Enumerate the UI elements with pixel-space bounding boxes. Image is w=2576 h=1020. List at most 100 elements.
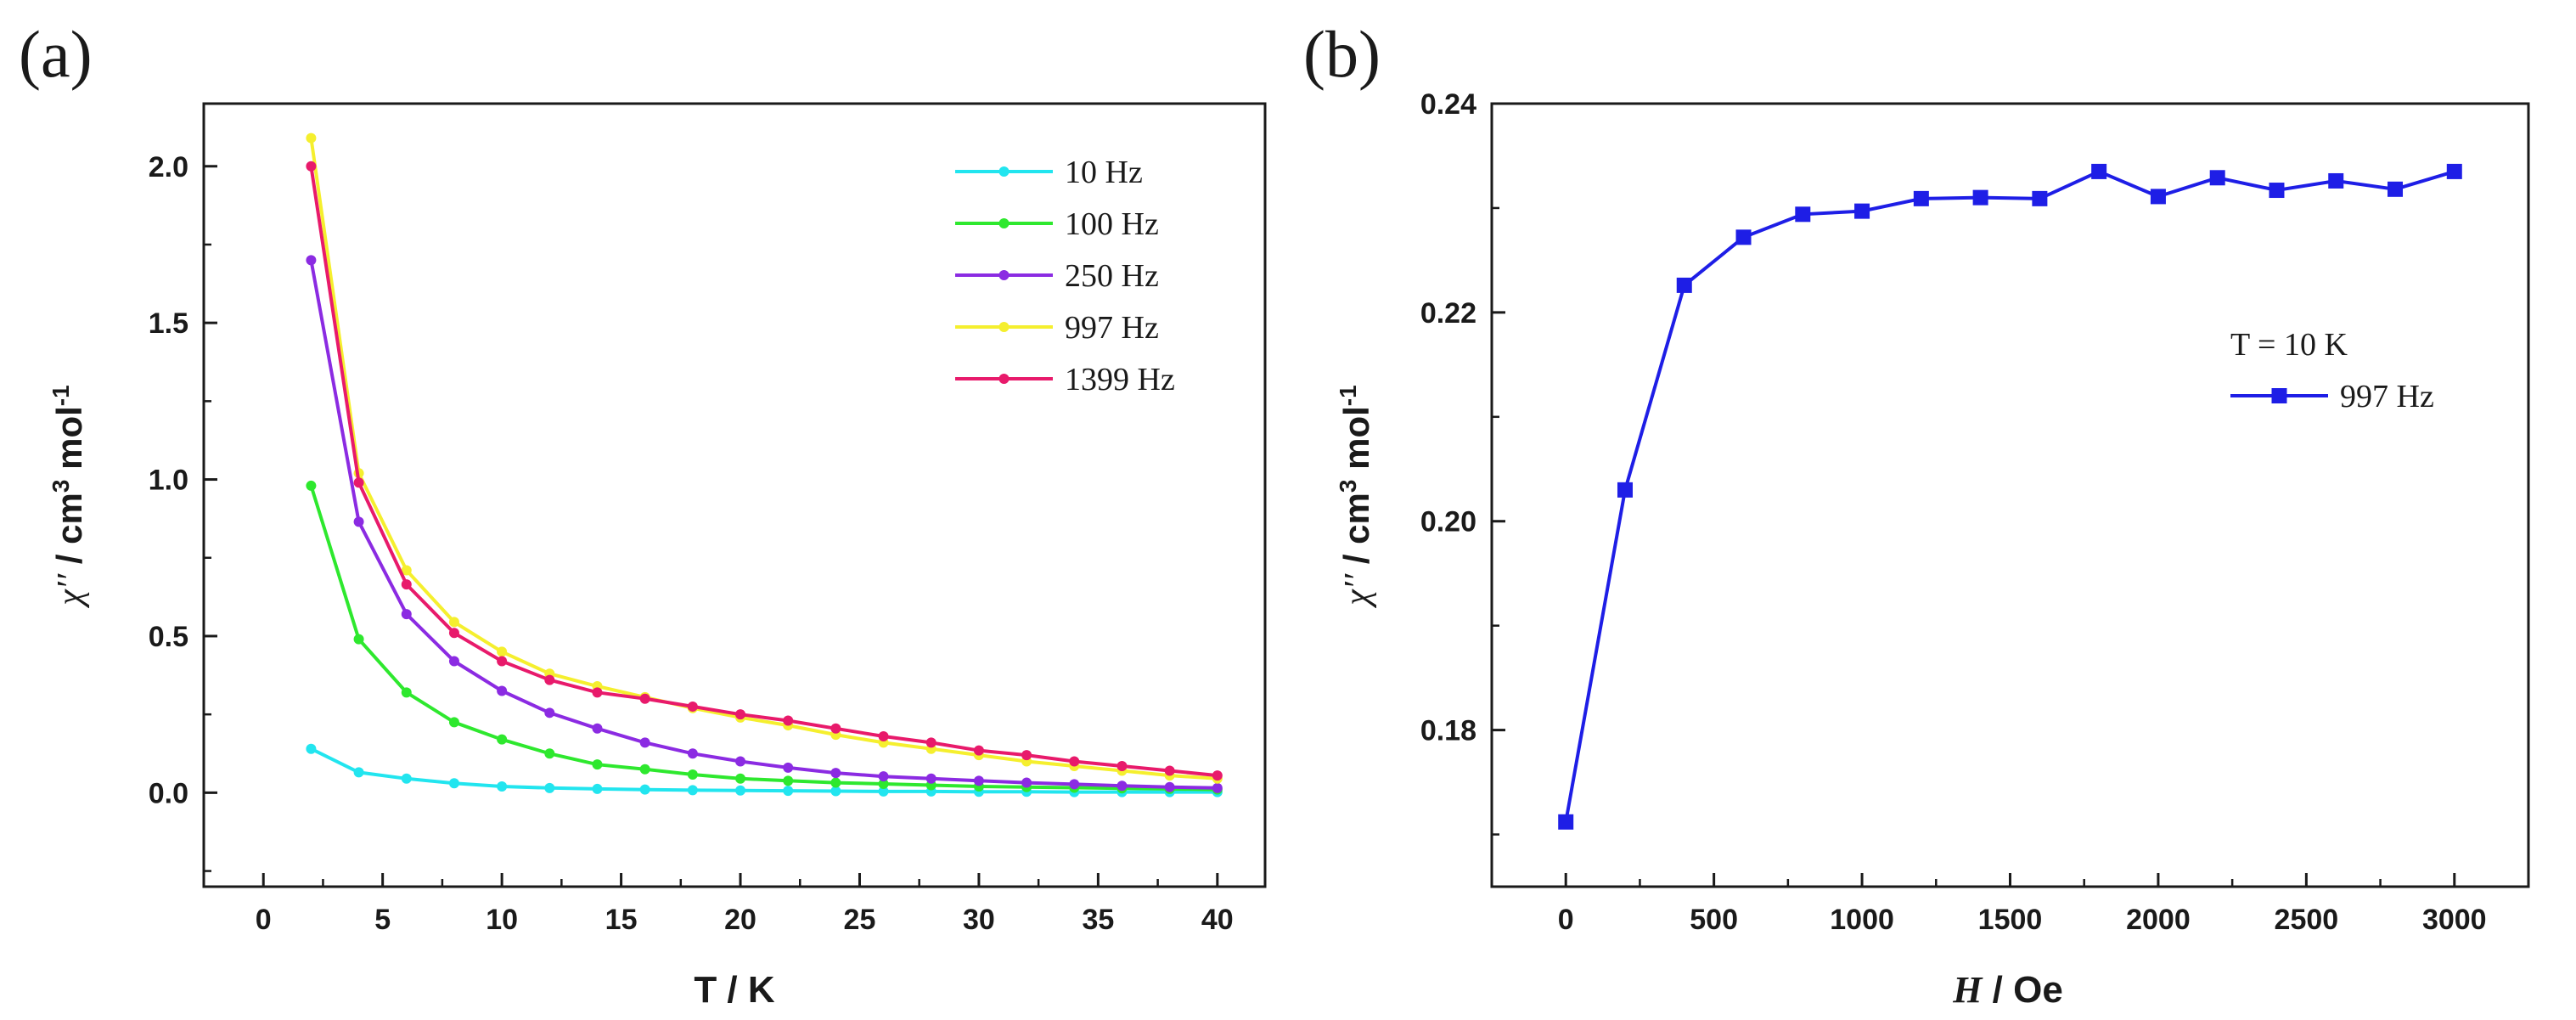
panel-b-chart: (b) 0 500 1000 1500 2000 2500 3000 0.18 0.20 0.22… [1303,17,2530,1011]
panel-b-data-point [2446,163,2462,179]
panel-a-data-point [639,737,650,748]
panel-a-data-point [925,737,936,748]
panel-a-data-point [401,609,412,620]
panel-a-legend-marker [998,374,1010,384]
panel-a-data-point [735,756,746,767]
panel-b-xlabel-unit: / Oe [1982,969,2062,1011]
panel-a-chart: (a) 0 5 10 15 20 25 30 35 40 0.0 0.5 1.0 1.5 2.0 10 H… [19,17,1267,1011]
panel-a-series-line [309,138,1218,780]
panel-a-ytick-label: 1.5 [149,307,188,340]
panel-a-data-point [592,687,603,698]
panel-a-data-point [878,786,889,797]
panel-a-data-point [1116,780,1128,792]
panel-a-data-point [448,628,459,639]
panel-a-data-point [497,656,508,667]
panel-a-ytick-label: 1.0 [149,465,188,497]
panel-a-xtick-label: 0 [256,904,272,936]
panel-a-legend-label: 250 Hz [1065,258,1159,294]
panel-b-xtick-label: 2500 [2275,904,2339,936]
panel-a-data-point [687,785,698,796]
panel-a-xtick-label: 40 [1201,904,1234,936]
panel-b-data-point [1795,206,1811,223]
panel-a-data-point [306,480,317,491]
panel-a-data-point [973,775,984,786]
panel-b-data-point [1913,190,1929,206]
panel-b-legend-marker [2271,388,2287,403]
panel-a-data-point [592,723,603,734]
panel-a-series-line [310,747,1218,794]
panel-b-xlabel-symbol: H [1952,969,1983,1011]
panel-b-series-line [1564,169,2455,823]
panel-a-legend-marker [998,166,1010,177]
panel-a-xtick-label: 25 [844,904,876,936]
panel-a-ytick-label: 0.0 [149,777,188,809]
panel-a-data-point [1212,770,1223,781]
panel-a-series-line [309,485,1218,792]
panel-a-data-point [1069,779,1080,790]
panel-b-ylabel-symbol: χ′′ [1338,573,1377,609]
panel-b-series-0 [1558,163,2462,830]
panel-b-ylabel-sup1: 3 [1335,480,1361,493]
panel-a-legend-label: 10 Hz [1065,155,1143,190]
panel-b-annotation: T = 10 K [2230,327,2348,363]
panel-b-xtick-label: 1000 [1830,904,1894,936]
panel-a-data-point [544,782,555,793]
panel-a-ylabel-sup2: -1 [48,385,74,406]
panel-a-xlabel: T / K [694,969,775,1011]
panel-a-xtick-label: 10 [486,904,518,936]
panel-b-ylabel-unit2: mol [1336,406,1376,479]
panel-a-data-point [1069,756,1080,767]
panel-b-ylabel-sup2: -1 [1335,385,1361,406]
panel-b-xlabel: H / Oe [1952,969,2063,1011]
panel-b-data-point [1854,203,1870,219]
panel-a-data-point [783,762,794,773]
panel-a-data-point [497,685,508,696]
panel-a-data-point [925,773,936,784]
panel-b-ytick-label: 0.20 [1420,506,1476,538]
panel-a-xtick-label: 20 [724,904,756,936]
panel-a-series-4 [306,161,1223,781]
panel-a-data-point [353,477,364,488]
panel-a-data-point [497,646,508,657]
panel-a-data-point [448,717,459,728]
panel-b-legend: 997 Hz [2230,379,2434,414]
panel-a-data-point [1021,750,1032,761]
panel-a-data-point [735,785,746,796]
panel-b-data-point [1735,229,1752,245]
panel-a-data-point [448,617,459,628]
panel-a-label: (a) [19,17,93,91]
panel-a-ytick-label: 2.0 [149,151,188,183]
panel-b-legend-label: 997 Hz [2340,379,2434,414]
panel-a-data-point [306,161,317,172]
panel-a-data-point [1164,765,1175,776]
panel-a-series-2 [306,255,1223,793]
panel-a-data-point [592,759,603,770]
panel-a-ylabel-unit2: mol [49,406,89,479]
panel-a-data-point [639,784,650,795]
panel-b-ytick-label: 0.18 [1420,715,1476,747]
panel-b-plot-frame [1490,102,2530,888]
panel-a-data-point [783,775,794,786]
panel-b-label: (b) [1303,17,1381,91]
panel-b-data-point [2328,172,2344,189]
panel-a-data-point [497,780,508,792]
panel-a-legend-marker [998,270,1010,280]
panel-a-plot-frame [202,102,1267,888]
panel-a-data-point [973,745,984,756]
panel-a-legend-label: 1399 Hz [1065,362,1175,397]
panel-b-xtick-label: 2000 [2126,904,2191,936]
panel-a-data-point [687,748,698,759]
panel-b-data-point [2388,181,2404,197]
panel-a-data-point [544,748,555,759]
panel-a-xtick-label: 15 [605,904,638,936]
panel-a-data-point [639,764,650,775]
panel-a-legend-marker [998,218,1010,228]
panel-a-ylabel: χ′′ / cm3 mol-1 [48,385,91,608]
panel-a-legend-marker [998,322,1010,332]
panel-a-xtick-label: 35 [1082,904,1114,936]
panel-b-data-point [2032,190,2048,206]
panel-a-ylabel-unit: / cm [49,493,89,574]
panel-a-data-point [687,701,698,712]
panel-a-data-point [878,771,889,782]
